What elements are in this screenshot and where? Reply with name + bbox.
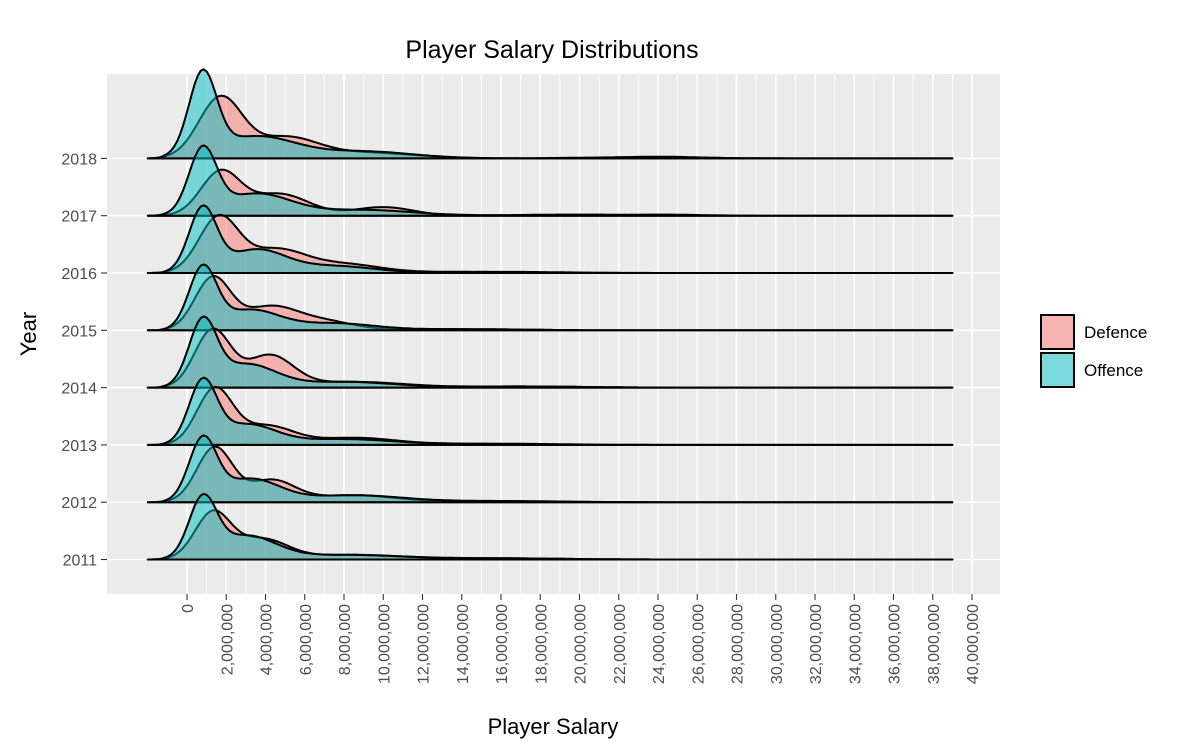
x-tick-label: 32,000,000 <box>808 604 825 684</box>
ridge-offence-2011 <box>146 492 954 561</box>
ridge-offence-2013 <box>146 376 954 446</box>
x-tick-label: 40,000,000 <box>965 604 982 684</box>
x-tick-label: 12,000,000 <box>416 604 433 684</box>
x-tick-label: 24,000,000 <box>651 604 668 684</box>
ridge-offence-2016 <box>146 204 954 274</box>
ridge-offence-2014 <box>146 315 954 389</box>
ridge-offence-2012 <box>146 434 954 504</box>
y-axis: 2011 2012 2013 2014 2015 2016 2017 2018 <box>61 151 107 570</box>
y-tick-label-2018: 2018 <box>61 151 97 168</box>
y-tick-label-2017: 2017 <box>61 209 97 226</box>
x-axis-title: Player Salary <box>488 714 619 739</box>
legend-label-offence: Offence <box>1084 361 1143 380</box>
legend-swatch-offence <box>1040 352 1075 388</box>
y-tick-label-2011: 2011 <box>63 553 98 570</box>
x-tick-label: 28,000,000 <box>730 604 747 684</box>
x-tick-label: 30,000,000 <box>769 604 786 684</box>
legend-swatch-defence <box>1040 314 1075 350</box>
y-tick-label-2014: 2014 <box>61 381 97 398</box>
x-axis: 0 2,000,000 4,000,000 6,000,000 8,000,000 10,… <box>180 594 982 684</box>
x-tick-label: 2,000,000 <box>219 604 236 675</box>
y-tick-label-2012: 2012 <box>61 495 97 512</box>
x-tick-label: 18,000,000 <box>533 604 550 684</box>
x-tick-label: 8,000,000 <box>337 604 354 675</box>
x-tick-label: 6,000,000 <box>298 604 315 675</box>
x-tick-label: 34,000,000 <box>847 604 864 684</box>
y-tick-label-2016: 2016 <box>61 266 97 283</box>
x-tick-label: 26,000,000 <box>690 604 707 684</box>
x-tick-label: 14,000,000 <box>455 604 472 684</box>
x-tick-label: 38,000,000 <box>926 604 943 684</box>
x-tick-label: 20,000,000 <box>573 604 590 684</box>
x-tick-label: 22,000,000 <box>612 604 629 684</box>
plot-panel <box>107 74 1000 594</box>
chart-title: Player Salary Distributions <box>405 36 698 64</box>
y-tick-label-2013: 2013 <box>61 438 97 455</box>
ridge-offence-2018 <box>146 68 954 160</box>
ridge-offence-2017 <box>146 144 954 217</box>
legend-label-defence: Defence <box>1084 323 1147 342</box>
y-axis-title: Year <box>16 312 41 356</box>
legend: Defence Offence <box>1040 314 1147 388</box>
ridge-offence-2015 <box>146 263 954 332</box>
x-tick-label: 4,000,000 <box>259 604 276 675</box>
x-tick-label: 0 <box>180 604 197 613</box>
x-tick-label: 36,000,000 <box>887 604 904 684</box>
density-ridges <box>146 68 954 561</box>
x-tick-label: 16,000,000 <box>494 604 511 684</box>
y-tick-label-2015: 2015 <box>61 323 97 340</box>
x-tick-label: 10,000,000 <box>376 604 393 684</box>
